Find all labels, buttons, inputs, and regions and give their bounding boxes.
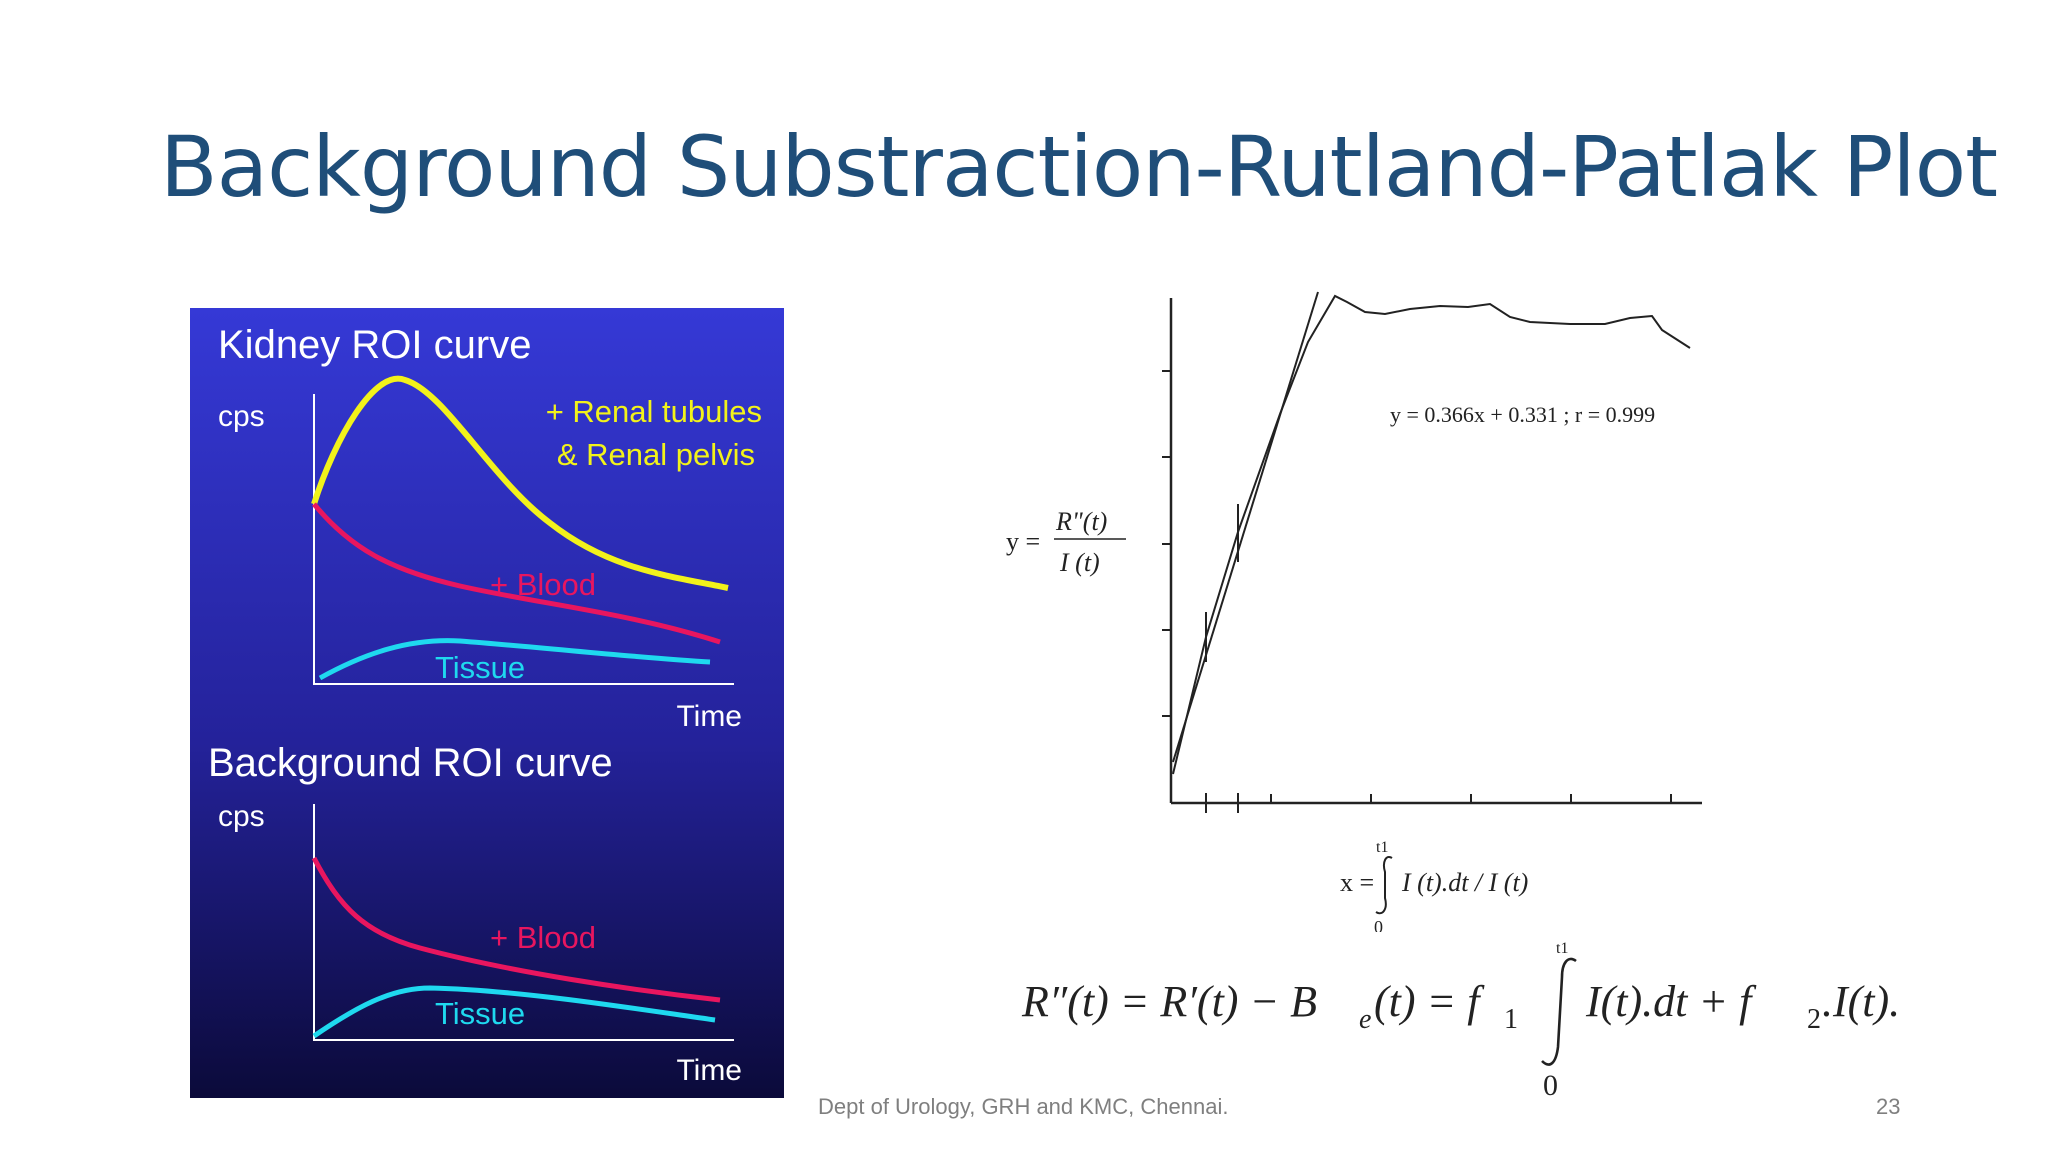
patlak-plot: y = 0.366x + 0.331 ; r = 0.999 y = R"(t)…	[990, 282, 1930, 932]
background-x-axis-label: Time	[676, 1054, 742, 1087]
kidney-renal-curve	[311, 375, 729, 591]
background-y-axis-label: cps	[218, 800, 265, 833]
kidney-x-axis-label: Time	[676, 700, 742, 733]
patlak-y-denominator: I (t)	[1059, 548, 1100, 577]
equation-rhs-1: I(t).dt + f	[1585, 977, 1757, 1026]
patlak-x-integral-lower: 0	[1374, 917, 1383, 932]
equation-figure: R″(t) = R′(t) − B e (t) = f 1 t1 0 I(t).…	[1021, 940, 1900, 1102]
background-axes	[313, 804, 734, 1041]
patlak-regression-label: y = 0.366x + 0.331 ; r = 0.999	[1390, 402, 1655, 427]
roi-curves-figure: Kidney ROI curve cps + Renal tubules & R…	[190, 308, 784, 1098]
patlak-x-integrand: I (t).dt / I (t)	[1401, 868, 1528, 897]
patlak-plot-figure: y = 0.366x + 0.331 ; r = 0.999 y = R"(t)…	[1006, 291, 1702, 932]
background-label-tissue: Tissue	[435, 996, 525, 1031]
patlak-x-label-prefix: x =	[1340, 868, 1374, 897]
kidney-label-tubules: + Renal tubules	[546, 394, 762, 429]
kidney-blood-curve	[312, 502, 721, 645]
patlak-regression-line	[1172, 291, 1319, 763]
equation-sub-e: e	[1359, 1004, 1371, 1035]
equation-sub-2: 2	[1807, 1004, 1821, 1035]
kidney-roi-title: Kidney ROI curve	[218, 323, 531, 367]
slide-title: Background Substraction-Rutland-Patlak P…	[160, 118, 1998, 216]
kidney-axes	[313, 394, 734, 685]
kidney-label-pelvis: & Renal pelvis	[557, 437, 755, 472]
patlak-x-ticks	[1205, 793, 1672, 813]
equation-rhs-2: .I(t).	[1822, 977, 1900, 1026]
background-subtraction-equation: R″(t) = R′(t) − B e (t) = f 1 t1 0 I(t).…	[1020, 935, 1940, 1105]
patlak-y-numerator: R"(t)	[1055, 507, 1107, 536]
kidney-y-axis-label: cps	[218, 400, 265, 433]
kidney-label-blood: + Blood	[490, 567, 596, 602]
background-tissue-curve	[312, 985, 716, 1039]
equation-integral-sign	[1541, 957, 1577, 1066]
equation-lhs: R″(t) = R′(t) − B	[1021, 977, 1317, 1026]
equation-integral-lower: 0	[1543, 1069, 1558, 1102]
kidney-label-tissue: Tissue	[435, 650, 525, 685]
roi-curves-panel: Kidney ROI curve cps + Renal tubules & R…	[190, 308, 784, 1098]
patlak-x-integral-upper: t1	[1376, 839, 1388, 856]
footer-text: Dept of Urology, GRH and KMC, Chennai.	[818, 1094, 1229, 1119]
page-number: 23	[1876, 1094, 1901, 1119]
background-roi-title: Background ROI curve	[208, 741, 613, 785]
patlak-y-label-prefix: y =	[1006, 527, 1040, 556]
patlak-y-ticks	[1162, 370, 1171, 717]
kidney-tissue-curve	[318, 638, 711, 681]
equation-mid: (t) = f	[1374, 977, 1485, 1026]
background-label-blood: + Blood	[490, 920, 596, 955]
patlak-x-integral-sign	[1375, 856, 1393, 915]
equation-integral-upper: t1	[1556, 940, 1568, 957]
equation-sub-1: 1	[1504, 1004, 1518, 1035]
background-blood-curve	[311, 856, 721, 1003]
patlak-data-curve	[1172, 294, 1691, 775]
